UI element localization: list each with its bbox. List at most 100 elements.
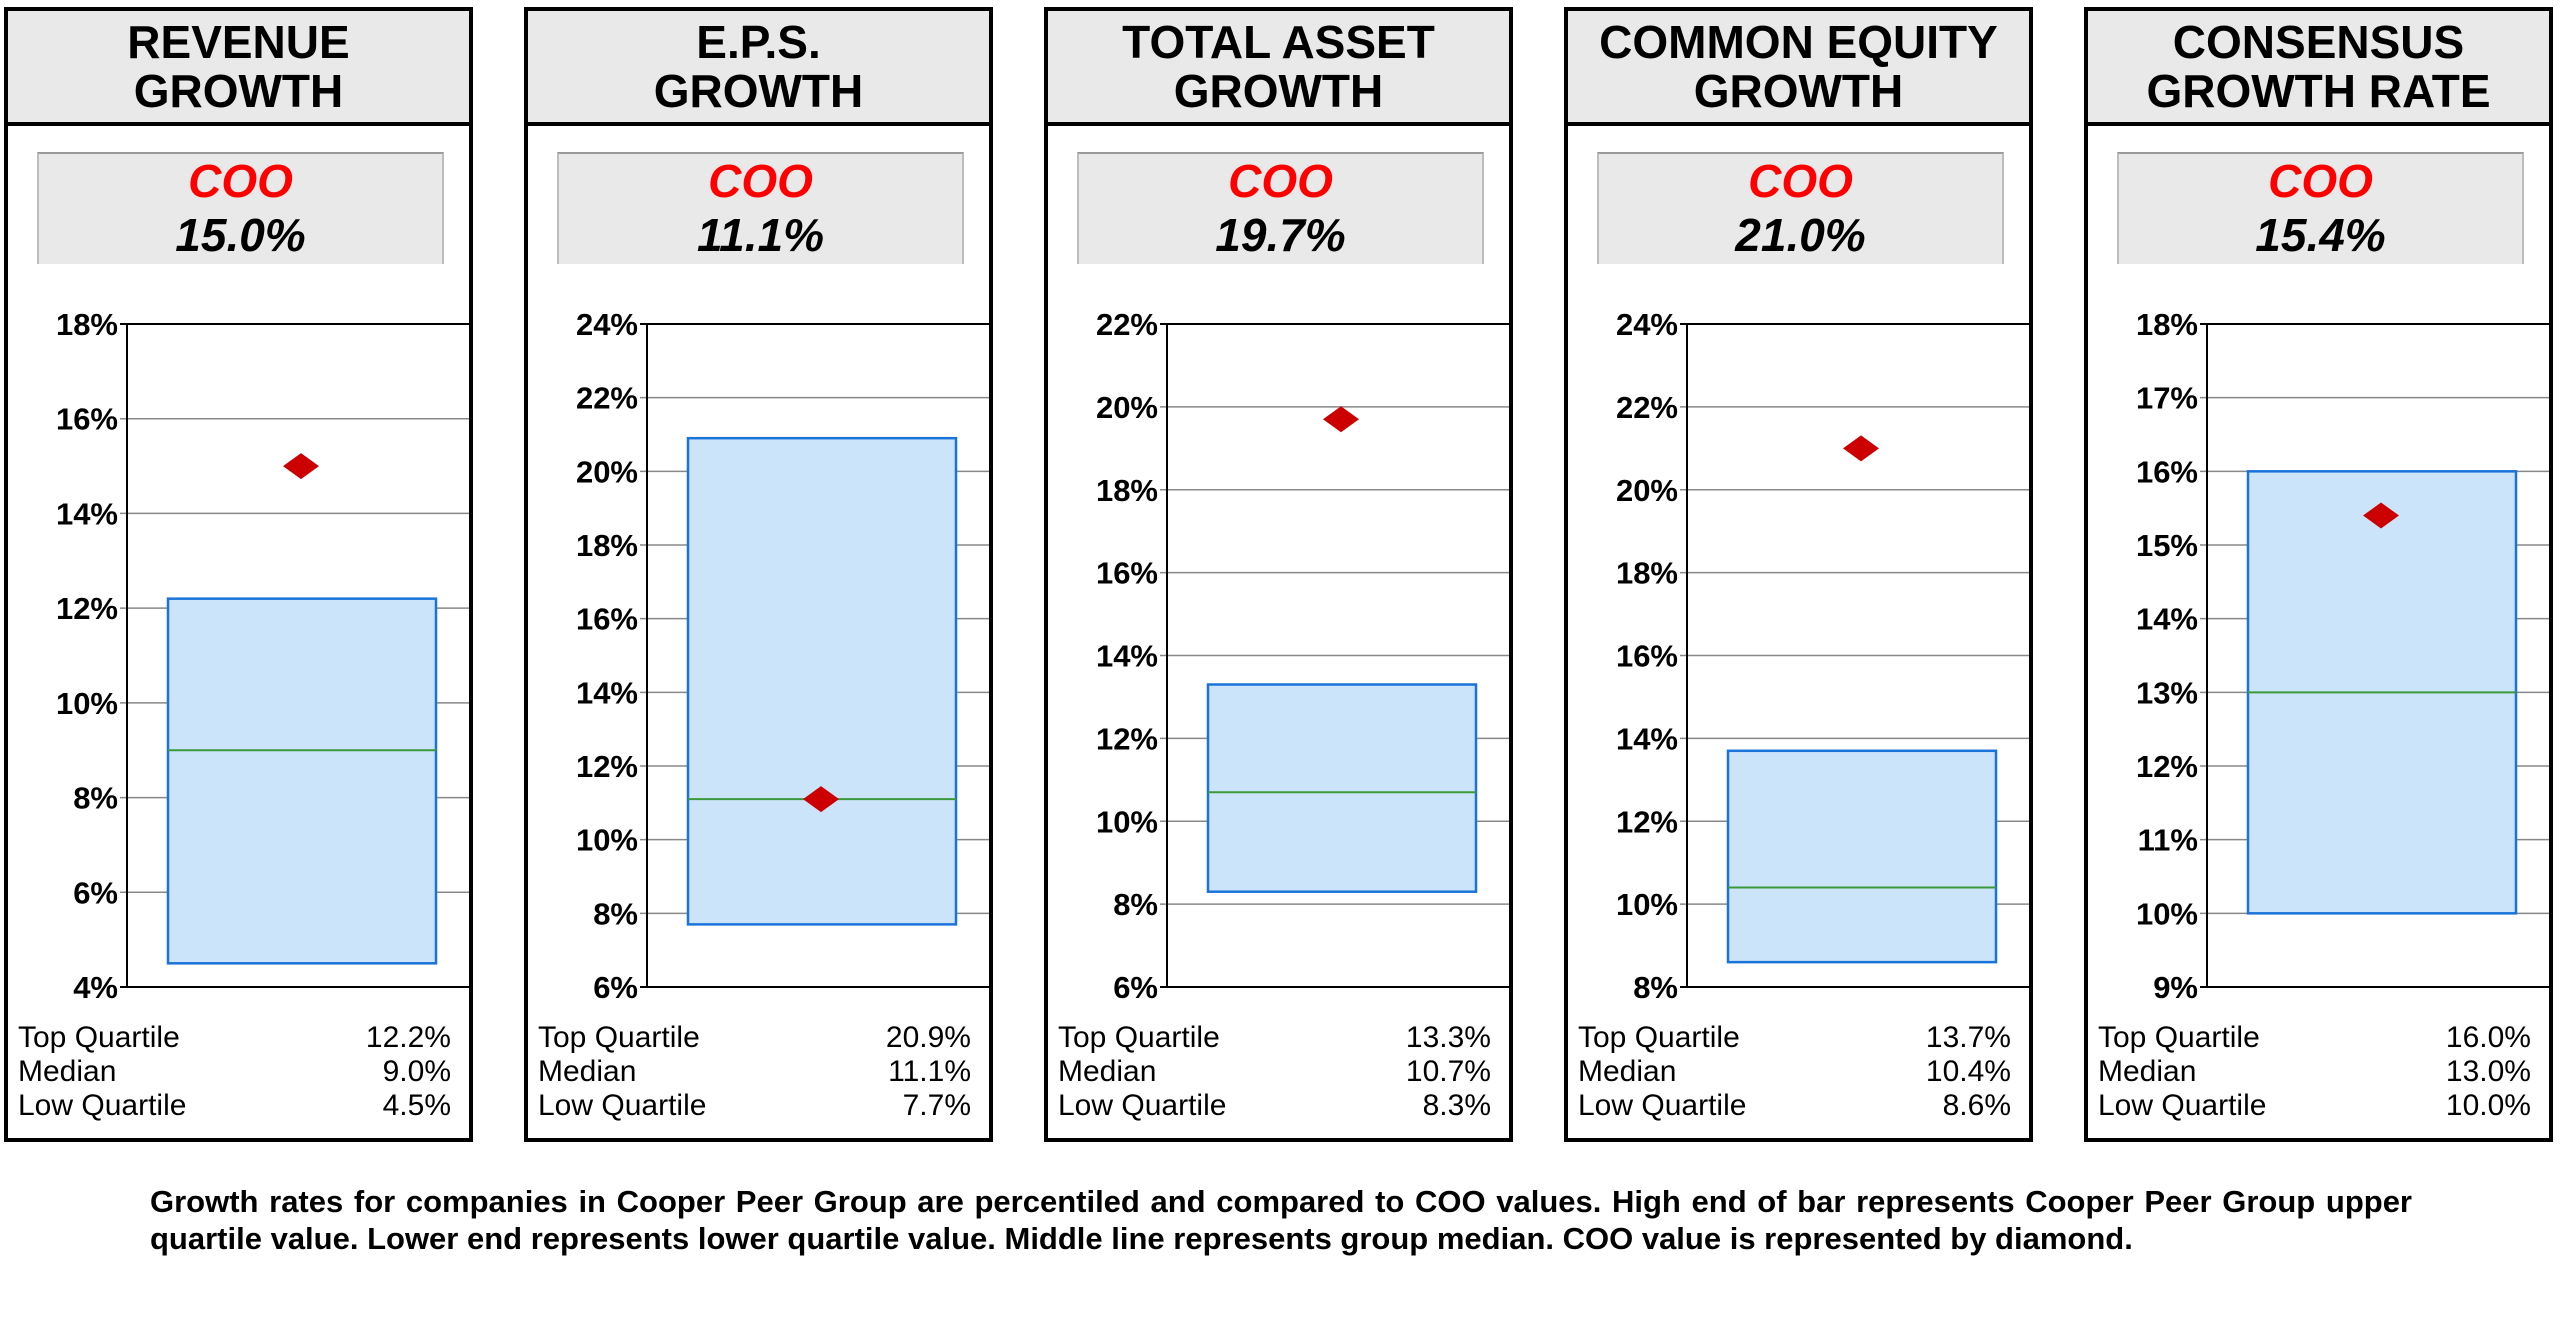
- y-tick-label: 8%: [593, 896, 638, 931]
- y-tick-label: 13%: [2136, 675, 2198, 710]
- panel-header: COMMON EQUITY GROWTH: [1568, 11, 2029, 126]
- y-tick-label: 22%: [1096, 307, 1158, 342]
- quartile-box: [686, 436, 958, 926]
- stat-value-median: 13.0%: [2445, 1055, 2531, 1088]
- y-tick-label: 15%: [2136, 528, 2198, 563]
- y-tick-label: 6%: [593, 970, 638, 1005]
- y-tick-label: 10%: [1616, 887, 1678, 922]
- panel-title-line-1: TOTAL ASSET: [1122, 15, 1435, 68]
- metric-panel-5: CONSENSUS GROWTH RATE COO 15.4% 9% 10% 11%…: [2084, 7, 2553, 1142]
- stat-row-low: Low Quartile 10.0%: [2098, 1089, 2531, 1123]
- stat-value-median: 9.0%: [382, 1055, 451, 1088]
- coo-value-box: COO 11.1%: [557, 152, 964, 264]
- coo-value-box: COO 19.7%: [1077, 152, 1484, 264]
- y-tick-label: 18%: [2136, 307, 2198, 342]
- quartile-stats: Top Quartile 13.3% Median 10.7% Low Quar…: [1058, 1021, 1491, 1123]
- stat-value-low: 8.3%: [1422, 1089, 1491, 1122]
- box-chart: 9% 10% 11% 12% 13% 14% 15% 16% 17% 18%: [2136, 307, 2549, 1005]
- y-tick-label: 20%: [576, 454, 638, 489]
- stat-value-median: 10.4%: [1925, 1055, 2011, 1088]
- panel-title-line-2: GROWTH: [1693, 64, 1904, 117]
- panel-title-line-2: GROWTH: [1173, 64, 1384, 117]
- box-chart: 4% 6% 8% 10% 12% 14% 16% 18%: [56, 307, 469, 1005]
- panel-header: CONSENSUS GROWTH RATE: [2088, 11, 2549, 126]
- coo-diamond-marker: [1323, 406, 1359, 433]
- y-tick-label: 16%: [1096, 556, 1158, 591]
- y-tick-label: 14%: [1096, 639, 1158, 674]
- y-tick-label: 8%: [1113, 887, 1158, 922]
- stat-label-median: Median: [18, 1055, 117, 1088]
- coo-label: COO: [2268, 155, 2373, 207]
- stat-value-median: 11.1%: [888, 1055, 971, 1088]
- stat-row-median: Median 9.0%: [18, 1055, 451, 1089]
- metric-panel-3: TOTAL ASSET GROWTH COO 19.7% 6% 8% 10% 12% 1…: [1044, 7, 1513, 1142]
- stat-label-top: Top Quartile: [2098, 1021, 2260, 1054]
- footnote: Growth rates for companies in Cooper Pee…: [150, 1184, 2412, 1256]
- stat-value-top: 20.9%: [885, 1021, 971, 1054]
- stat-value-top: 12.2%: [365, 1021, 451, 1054]
- stat-label-low: Low Quartile: [2098, 1089, 2267, 1122]
- y-tick-label: 18%: [56, 307, 118, 342]
- stat-row-low: Low Quartile 8.6%: [1578, 1089, 2011, 1123]
- y-tick-label: 20%: [1616, 473, 1678, 508]
- stat-row-low: Low Quartile 7.7%: [538, 1089, 971, 1123]
- y-tick-label: 6%: [1113, 970, 1158, 1005]
- panel-title-line-2: GROWTH: [133, 64, 344, 117]
- quartile-stats: Top Quartile 20.9% Median 11.1% Low Quar…: [538, 1021, 971, 1123]
- panel-header: TOTAL ASSET GROWTH: [1048, 11, 1509, 126]
- stat-label-low: Low Quartile: [538, 1089, 707, 1122]
- y-tick-label: 20%: [1096, 390, 1158, 425]
- y-tick-label: 12%: [1096, 721, 1158, 756]
- stat-label-low: Low Quartile: [1058, 1089, 1227, 1122]
- quartile-box: [1206, 683, 1478, 893]
- stat-label-top: Top Quartile: [1058, 1021, 1220, 1054]
- coo-diamond-marker: [803, 786, 839, 813]
- y-tick-label: 11%: [2138, 823, 2198, 858]
- stat-row-top: Top Quartile 13.3%: [1058, 1021, 1491, 1055]
- stat-row-low: Low Quartile 4.5%: [18, 1089, 451, 1123]
- y-tick-label: 17%: [2136, 381, 2198, 416]
- y-tick-label: 10%: [576, 823, 638, 858]
- y-tick-label: 14%: [576, 675, 638, 710]
- y-tick-label: 14%: [1616, 721, 1678, 756]
- box-chart: 6% 8% 10% 12% 14% 16% 18% 20% 22%: [1096, 307, 1509, 1005]
- y-tick-label: 12%: [576, 749, 638, 784]
- coo-value: 15.0%: [175, 209, 306, 261]
- y-tick-label: 18%: [576, 528, 638, 563]
- stat-value-low: 4.5%: [382, 1089, 451, 1122]
- stat-label-median: Median: [2098, 1055, 2197, 1088]
- coo-label: COO: [188, 155, 293, 207]
- box-chart: 8% 10% 12% 14% 16% 18% 20% 22% 24%: [1616, 307, 2029, 1005]
- y-tick-label: 14%: [2136, 602, 2198, 637]
- coo-value: 19.7%: [1215, 209, 1346, 261]
- y-tick-label: 8%: [73, 781, 118, 816]
- metric-panel-2: E.P.S. GROWTH COO 11.1% 6% 8% 10% 12% 14% 16%…: [524, 7, 993, 1142]
- quartile-stats: Top Quartile 12.2% Median 9.0% Low Quart…: [18, 1021, 451, 1123]
- y-tick-label: 12%: [2136, 749, 2198, 784]
- stat-label-median: Median: [1578, 1055, 1677, 1088]
- stat-row-median: Median 11.1%: [538, 1055, 971, 1089]
- stat-label-low: Low Quartile: [18, 1089, 187, 1122]
- y-tick-label: 9%: [2153, 970, 2198, 1005]
- stat-row-top: Top Quartile 12.2%: [18, 1021, 451, 1055]
- panel-header: E.P.S. GROWTH: [528, 11, 989, 126]
- coo-value-box: COO 15.4%: [2117, 152, 2524, 264]
- stat-label-top: Top Quartile: [1578, 1021, 1740, 1054]
- coo-value: 15.4%: [2255, 209, 2386, 261]
- stat-row-median: Median 13.0%: [2098, 1055, 2531, 1089]
- y-tick-label: 4%: [73, 970, 118, 1005]
- coo-value-box: COO 15.0%: [37, 152, 444, 264]
- stat-label-top: Top Quartile: [538, 1021, 700, 1054]
- y-tick-label: 18%: [1616, 556, 1678, 591]
- y-tick-label: 18%: [1096, 473, 1158, 508]
- box-chart: 6% 8% 10% 12% 14% 16% 18% 20% 22% 24%: [576, 307, 989, 1005]
- stat-value-top: 13.7%: [1925, 1021, 2011, 1054]
- panel-title-line-1: CONSENSUS: [2172, 15, 2465, 68]
- coo-value: 21.0%: [1735, 209, 1866, 261]
- coo-diamond-marker: [2363, 502, 2399, 529]
- coo-diamond-marker: [283, 453, 319, 480]
- stat-row-median: Median 10.4%: [1578, 1055, 2011, 1089]
- y-tick-label: 16%: [1616, 639, 1678, 674]
- y-tick-label: 8%: [1633, 970, 1678, 1005]
- stat-row-median: Median 10.7%: [1058, 1055, 1491, 1089]
